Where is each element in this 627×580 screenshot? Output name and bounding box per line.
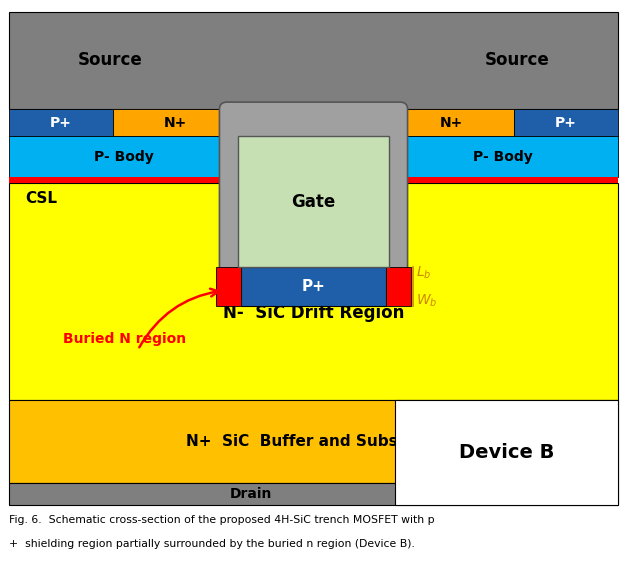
Text: CSL: CSL — [25, 191, 57, 206]
Text: N+: N+ — [164, 115, 187, 130]
Bar — [9, 400, 618, 483]
Bar — [395, 400, 618, 505]
Bar — [386, 267, 411, 306]
Text: P+: P+ — [50, 115, 72, 130]
Text: P- Body: P- Body — [94, 150, 154, 164]
Bar — [216, 267, 241, 306]
Text: N-  SiC Drift Region: N- SiC Drift Region — [223, 304, 404, 322]
Text: P+: P+ — [302, 279, 325, 294]
Bar — [9, 109, 113, 136]
Text: Source: Source — [77, 51, 142, 70]
Bar — [9, 177, 618, 183]
Bar — [514, 109, 618, 136]
Text: P- Body: P- Body — [473, 150, 533, 164]
Text: $W_b$: $W_b$ — [416, 292, 437, 309]
FancyBboxPatch shape — [219, 102, 408, 279]
Bar — [238, 136, 389, 267]
FancyArrowPatch shape — [139, 289, 218, 347]
Text: Gate: Gate — [292, 193, 335, 211]
Bar — [113, 109, 238, 136]
Bar — [389, 136, 618, 177]
Text: $L_b$: $L_b$ — [416, 264, 431, 281]
Bar — [9, 483, 618, 505]
Bar — [241, 267, 386, 306]
Text: +  shielding region partially surrounded by the buried n region (Device B).: + shielding region partially surrounded … — [9, 539, 415, 549]
Text: N+  SiC  Buffer and Substrate: N+ SiC Buffer and Substrate — [186, 434, 441, 449]
Bar — [9, 183, 618, 400]
Bar — [9, 136, 238, 177]
Text: Source: Source — [485, 51, 550, 70]
Text: Device B: Device B — [458, 443, 554, 462]
Text: P+: P+ — [555, 115, 577, 130]
Text: N+: N+ — [440, 115, 463, 130]
Text: Drain: Drain — [229, 487, 272, 501]
Text: Fig. 6.  Schematic cross-section of the proposed 4H-SiC trench MOSFET with p: Fig. 6. Schematic cross-section of the p… — [9, 515, 435, 525]
Text: Buried N region: Buried N region — [63, 332, 186, 346]
Bar — [9, 12, 618, 109]
Bar — [389, 109, 514, 136]
